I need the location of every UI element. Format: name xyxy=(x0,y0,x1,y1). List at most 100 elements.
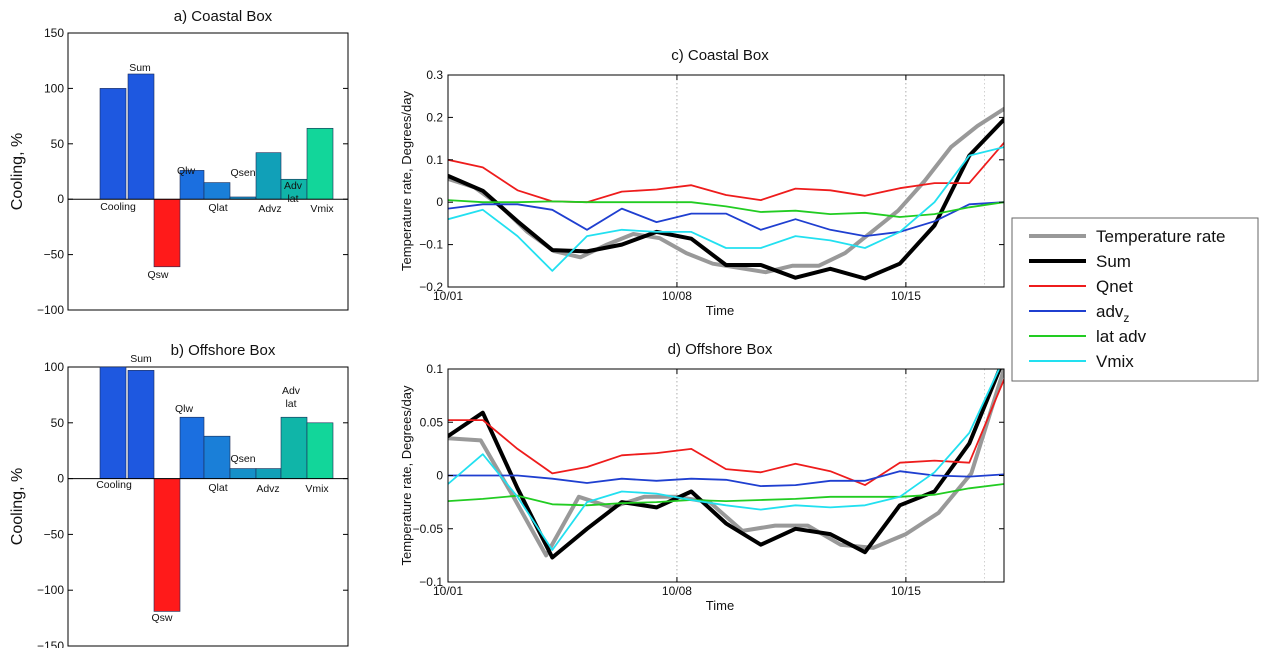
plot-frame xyxy=(447,74,1005,288)
bar-label: Qsen xyxy=(230,453,255,465)
x-tick-label: 10/01 xyxy=(433,289,463,303)
series-line-sum xyxy=(448,117,1004,281)
legend-label: advz xyxy=(1096,302,1129,325)
bar-sum xyxy=(127,73,155,200)
y-axis-label: Temperature rate, Degrees/day xyxy=(399,385,414,565)
y-tick-label: −0.1 xyxy=(419,238,443,252)
y-tick-label: 0.05 xyxy=(420,415,444,429)
bar-label: Qlw xyxy=(175,403,194,415)
legend-label: lat adv xyxy=(1096,327,1147,346)
bar-label: lat xyxy=(285,398,296,410)
series-line-adv xyxy=(448,470,1004,488)
chart-title: d) Offshore Box xyxy=(668,341,773,358)
legend: Temperature rate Sum Qnet advz lat adv Vmix xyxy=(1011,217,1259,382)
y-tick-label: −50 xyxy=(44,248,65,262)
bar-cooling xyxy=(99,366,127,479)
bar-advz xyxy=(255,152,282,200)
bar-label: Qsw xyxy=(152,612,173,624)
x-axis-label: Time xyxy=(706,598,734,613)
bar-label: Qlat xyxy=(208,482,227,494)
bar-qsw xyxy=(153,478,181,612)
chart-title: b) Offshore Box xyxy=(171,342,276,359)
y-tick-label: 0.1 xyxy=(426,153,443,167)
y-tick-label: 150 xyxy=(44,26,64,40)
bar-label: Qlw xyxy=(177,165,196,177)
series-line-vmix xyxy=(448,146,1004,272)
bar-label: Cooling xyxy=(100,201,136,213)
y-axis-label: Cooling, % xyxy=(9,133,26,210)
bar-label: Sum xyxy=(130,353,152,365)
bar-sum xyxy=(127,370,155,479)
y-tick-label: −100 xyxy=(37,303,64,317)
series-line-sum xyxy=(448,369,1002,560)
x-tick-label: 10/15 xyxy=(891,584,921,598)
bar-qsw xyxy=(153,198,181,268)
y-axis-label: Cooling, % xyxy=(9,468,26,545)
x-tick-label: 10/08 xyxy=(662,289,692,303)
series-line-temperature-rate xyxy=(448,369,1004,558)
series-line-qnet xyxy=(448,141,1004,204)
panel-d-offshore-line-chart: −0.1 −0.05 0 0.05 0.1 10/01 10/08 10/15 d) Offsh… xyxy=(399,341,1005,613)
legend-box xyxy=(1011,217,1259,382)
y-tick-label: 0.1 xyxy=(426,362,443,376)
y-tick-label: 0 xyxy=(436,469,443,483)
x-tick-label: 10/08 xyxy=(662,584,692,598)
x-tick-label: 10/15 xyxy=(891,289,921,303)
y-tick-label: 100 xyxy=(44,81,64,95)
y-tick-label: −100 xyxy=(37,583,64,597)
bar-qlw xyxy=(179,416,205,479)
y-tick-label: 0.2 xyxy=(426,110,443,124)
bar-label: Qsw xyxy=(148,269,169,281)
y-tick-label: 0.3 xyxy=(426,68,443,82)
bar-label: Adv xyxy=(282,385,301,397)
legend-label-subscript: z xyxy=(1123,311,1129,325)
y-tick-label: −0.05 xyxy=(413,522,444,536)
y-axis-label: Temperature rate, Degrees/day xyxy=(399,91,414,271)
x-axis-label: Time xyxy=(706,303,734,318)
y-tick-label: −0.2 xyxy=(419,280,443,294)
y-tick-label: −0.1 xyxy=(419,575,443,589)
bar-label: Qsen xyxy=(230,167,255,179)
series-group xyxy=(448,369,1004,560)
y-tick-label: 100 xyxy=(44,360,64,374)
panel-c-coastal-line-chart: −0.2 −0.1 0 0.1 0.2 0.3 10/01 10/08 10/15 c) Coas… xyxy=(399,47,1005,318)
bar-cooling xyxy=(99,88,127,200)
chart-title: c) Coastal Box xyxy=(671,47,769,64)
series-group xyxy=(448,106,1004,281)
bar-label: lat xyxy=(287,193,298,205)
bar-adv-lat xyxy=(280,416,308,479)
y-tick-label: 0 xyxy=(57,472,64,486)
bar-label: Advz xyxy=(256,483,279,495)
legend-label: Temperature rate xyxy=(1096,227,1225,246)
bar-label: Vmix xyxy=(310,203,334,215)
bar-label: Adv xyxy=(284,180,303,192)
legend-label-main: adv xyxy=(1096,302,1124,321)
bar-label: Sum xyxy=(129,62,151,74)
legend-label: Sum xyxy=(1096,252,1131,271)
plot-frame xyxy=(67,32,349,311)
series-line-vmix xyxy=(448,369,1001,551)
y-tick-label: 0 xyxy=(57,192,64,206)
bar-qlat xyxy=(203,435,231,479)
plot-frame xyxy=(447,368,1005,583)
bar-qlat xyxy=(203,182,231,200)
legend-label: Qnet xyxy=(1096,277,1133,296)
bar-vmix xyxy=(306,127,334,200)
bar-label: Cooling xyxy=(96,479,132,491)
y-tick-label: −150 xyxy=(37,639,64,648)
legend-label: Vmix xyxy=(1096,352,1134,371)
bar-label: Qlat xyxy=(208,202,227,214)
chart-title: a) Coastal Box xyxy=(174,8,273,25)
y-tick-label: 50 xyxy=(51,137,65,151)
bar-advz xyxy=(255,468,282,479)
bar-label: Advz xyxy=(258,203,281,215)
series-line-adv xyxy=(448,201,1004,238)
y-tick-label: 50 xyxy=(51,416,65,430)
plot-frame xyxy=(67,366,349,647)
x-tick-label: 10/01 xyxy=(433,584,463,598)
bar-vmix xyxy=(306,422,334,479)
series-line-lat-adv xyxy=(448,199,1004,218)
